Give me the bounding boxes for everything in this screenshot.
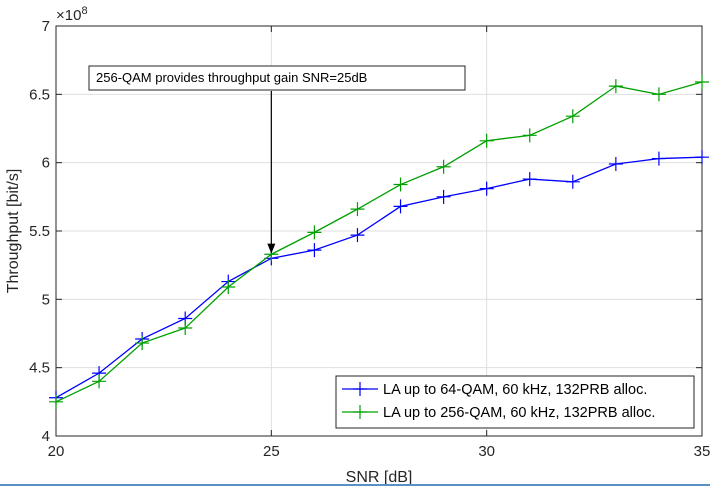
- series-line: [55, 156, 703, 399]
- series-line: [55, 81, 703, 403]
- y-tick-label: 5.5: [29, 223, 50, 240]
- y-axis-exponent: ×108: [56, 5, 88, 24]
- data-point: [608, 79, 623, 94]
- data-point: [49, 394, 63, 409]
- data-point: [479, 133, 494, 148]
- legend-swatch-marker: [353, 382, 367, 396]
- data-point: [178, 321, 193, 336]
- data-point: [695, 150, 709, 165]
- data-point: [350, 228, 365, 243]
- data-point: [479, 181, 494, 196]
- data-point: [307, 225, 322, 240]
- data-point: [307, 243, 322, 258]
- annotation-box: [88, 65, 466, 91]
- y-tick-label: 4.5: [29, 360, 50, 377]
- data-point: [565, 109, 580, 124]
- annotation: 256-QAM provides throughput gain SNR=25d…: [88, 65, 466, 254]
- x-tick-label: 30: [478, 443, 495, 460]
- legend-item-2: LA up to 256-QAM, 60 kHz, 132PRB alloc.: [342, 405, 655, 421]
- data-point: [651, 151, 666, 166]
- y-tick-label: 6.5: [29, 86, 50, 103]
- data-point: [695, 75, 709, 90]
- legend: LA up to 64-QAM, 60 kHz, 132PRB alloc. LA…: [335, 375, 695, 429]
- data-point: [221, 280, 236, 295]
- y-tick-label: 4: [42, 428, 50, 445]
- legend-label: LA up to 256-QAM, 60 kHz, 132PRB alloc.: [383, 405, 655, 421]
- data-point: [92, 374, 107, 389]
- legend-box: [335, 375, 695, 429]
- annotation-arrow: [267, 91, 276, 254]
- data-point: [651, 87, 666, 102]
- series: [49, 75, 709, 409]
- data-point: [522, 128, 537, 143]
- series-2: [49, 75, 709, 409]
- data-point: [608, 157, 623, 172]
- data-point: [436, 159, 451, 174]
- x-axis-label: SNR [dB]: [346, 469, 413, 486]
- data-point: [565, 174, 580, 189]
- data-point: [393, 177, 408, 192]
- legend-item-1: LA up to 64-QAM, 60 kHz, 132PRB alloc.: [342, 382, 647, 398]
- annotation-text: 256-QAM provides throughput gain SNR=25d…: [96, 70, 367, 85]
- x-tick-label: 35: [694, 443, 710, 460]
- y-tick-label: 6: [42, 155, 50, 172]
- data-point: [350, 202, 365, 217]
- arrow-head: [267, 243, 276, 254]
- data-point: [135, 336, 150, 351]
- y-axis-label: Throughput [bit/s]: [5, 169, 22, 294]
- data-point: [522, 172, 537, 187]
- x-tick-label: 20: [48, 443, 65, 460]
- bottom-rule: [0, 484, 710, 486]
- data-point: [393, 199, 408, 214]
- x-tick-label: 25: [263, 443, 280, 460]
- ticks: 20 25 30 35 4 4.5 5 5.5 6 6.5 7: [29, 18, 710, 460]
- data-point: [436, 189, 451, 204]
- y-tick-label: 5: [42, 291, 50, 308]
- legend-label: LA up to 64-QAM, 60 kHz, 132PRB alloc.: [383, 382, 647, 398]
- y-tick-label: 7: [42, 18, 50, 35]
- series-1: [49, 150, 709, 405]
- legend-swatch-marker: [353, 405, 367, 419]
